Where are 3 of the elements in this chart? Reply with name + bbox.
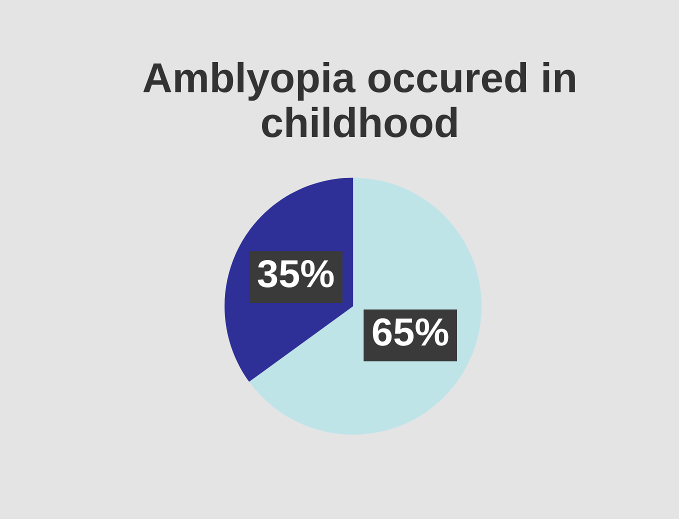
chart-title: Amblyopia occured in childhood <box>143 62 575 138</box>
data-label: 35% <box>258 260 334 288</box>
data-label: 65% <box>372 318 448 346</box>
